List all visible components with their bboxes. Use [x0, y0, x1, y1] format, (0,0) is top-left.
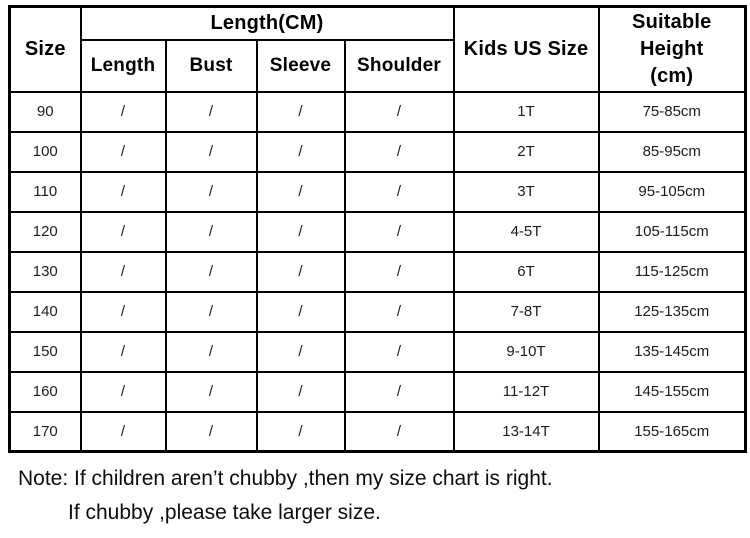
cell-bust: /: [164, 290, 258, 333]
cell-length: /: [79, 410, 167, 453]
cell-length: /: [79, 290, 167, 333]
cell-kids-us-size: 2T: [452, 130, 600, 173]
header-row-top: Size Length(CM) Kids US Size Suitable He…: [8, 5, 747, 93]
cell-size: 120: [8, 210, 82, 253]
cell-bust: /: [164, 130, 258, 173]
cell-size: 140: [8, 290, 82, 333]
cell-bust: /: [164, 250, 258, 293]
cell-kids-us-size: 6T: [452, 250, 600, 293]
table-row: 120 / / / / 4-5T 105-115cm: [8, 210, 747, 253]
col-header-sleeve: Sleeve: [255, 38, 346, 93]
cell-length: /: [79, 330, 167, 373]
col-header-kids-us-size: Kids US Size: [452, 5, 600, 93]
cell-kids-us-size: 1T: [452, 90, 600, 133]
cell-size: 90: [8, 90, 82, 133]
cell-kids-us-size: 9-10T: [452, 330, 600, 373]
cell-length: /: [79, 250, 167, 293]
cell-sleeve: /: [255, 370, 346, 413]
cell-sleeve: /: [255, 170, 346, 213]
cell-shoulder: /: [343, 130, 455, 173]
table-row: 160 / / / / 11-12T 145-155cm: [8, 370, 747, 413]
table-row: 110 / / / / 3T 95-105cm: [8, 170, 747, 213]
cell-sleeve: /: [255, 290, 346, 333]
table-row: 140 / / / / 7-8T 125-135cm: [8, 290, 747, 333]
note-line-1: Note: If children aren’t chubby ,then my…: [18, 467, 553, 490]
cell-shoulder: /: [343, 410, 455, 453]
cell-kids-us-size: 7-8T: [452, 290, 600, 333]
cell-suitable-height: 145-155cm: [597, 370, 747, 413]
col-header-shoulder: Shoulder: [343, 38, 455, 93]
col-header-suitable-height: Suitable Height (cm): [597, 5, 747, 93]
cell-length: /: [79, 370, 167, 413]
cell-length: /: [79, 130, 167, 173]
cell-suitable-height: 155-165cm: [597, 410, 747, 453]
table-row: 170 / / / / 13-14T 155-165cm: [8, 410, 747, 453]
cell-suitable-height: 125-135cm: [597, 290, 747, 333]
cell-suitable-height: 95-105cm: [597, 170, 747, 213]
cell-shoulder: /: [343, 90, 455, 133]
cell-kids-us-size: 13-14T: [452, 410, 600, 453]
table-row: 150 / / / / 9-10T 135-145cm: [8, 330, 747, 373]
size-chart-table: Size Length(CM) Kids US Size Suitable He…: [8, 5, 747, 453]
cell-kids-us-size: 11-12T: [452, 370, 600, 413]
table-row: 130 / / / / 6T 115-125cm: [8, 250, 747, 293]
cell-shoulder: /: [343, 290, 455, 333]
cell-kids-us-size: 3T: [452, 170, 600, 213]
cell-suitable-height: 135-145cm: [597, 330, 747, 373]
cell-length: /: [79, 170, 167, 213]
cell-suitable-height: 115-125cm: [597, 250, 747, 293]
table-row: 90 / / / / 1T 75-85cm: [8, 90, 747, 133]
cell-bust: /: [164, 370, 258, 413]
cell-size: 150: [8, 330, 82, 373]
cell-bust: /: [164, 410, 258, 453]
cell-bust: /: [164, 90, 258, 133]
cell-size: 130: [8, 250, 82, 293]
cell-suitable-height: 75-85cm: [597, 90, 747, 133]
cell-sleeve: /: [255, 90, 346, 133]
cell-kids-us-size: 4-5T: [452, 210, 600, 253]
cell-length: /: [79, 90, 167, 133]
col-header-length: Length: [79, 38, 167, 93]
col-header-length-cm-group: Length(CM): [79, 5, 455, 41]
cell-sleeve: /: [255, 250, 346, 293]
col-header-bust: Bust: [164, 38, 258, 93]
cell-suitable-height: 105-115cm: [597, 210, 747, 253]
cell-sleeve: /: [255, 210, 346, 253]
cell-shoulder: /: [343, 370, 455, 413]
cell-bust: /: [164, 330, 258, 373]
header-row-sub: Length Bust Sleeve Shoulder: [10, 38, 746, 93]
cell-sleeve: /: [255, 130, 346, 173]
cell-size: 110: [8, 170, 82, 213]
cell-size: 160: [8, 370, 82, 413]
cell-sleeve: /: [255, 330, 346, 373]
cell-shoulder: /: [343, 210, 455, 253]
cell-length: /: [79, 210, 167, 253]
cell-size: 170: [8, 410, 82, 453]
col-header-size: Size: [8, 5, 82, 93]
table-row: 100 / / / / 2T 85-95cm: [8, 130, 747, 173]
cell-suitable-height: 85-95cm: [597, 130, 747, 173]
note-block: Note: If children aren’t chubby ,then my…: [18, 467, 750, 526]
cell-shoulder: /: [343, 250, 455, 293]
cell-bust: /: [164, 170, 258, 213]
note-line-2: If chubby ,please take larger size.: [68, 500, 381, 524]
cell-shoulder: /: [343, 170, 455, 213]
cell-sleeve: /: [255, 410, 346, 453]
cell-shoulder: /: [343, 330, 455, 373]
cell-bust: /: [164, 210, 258, 253]
cell-size: 100: [8, 130, 82, 173]
